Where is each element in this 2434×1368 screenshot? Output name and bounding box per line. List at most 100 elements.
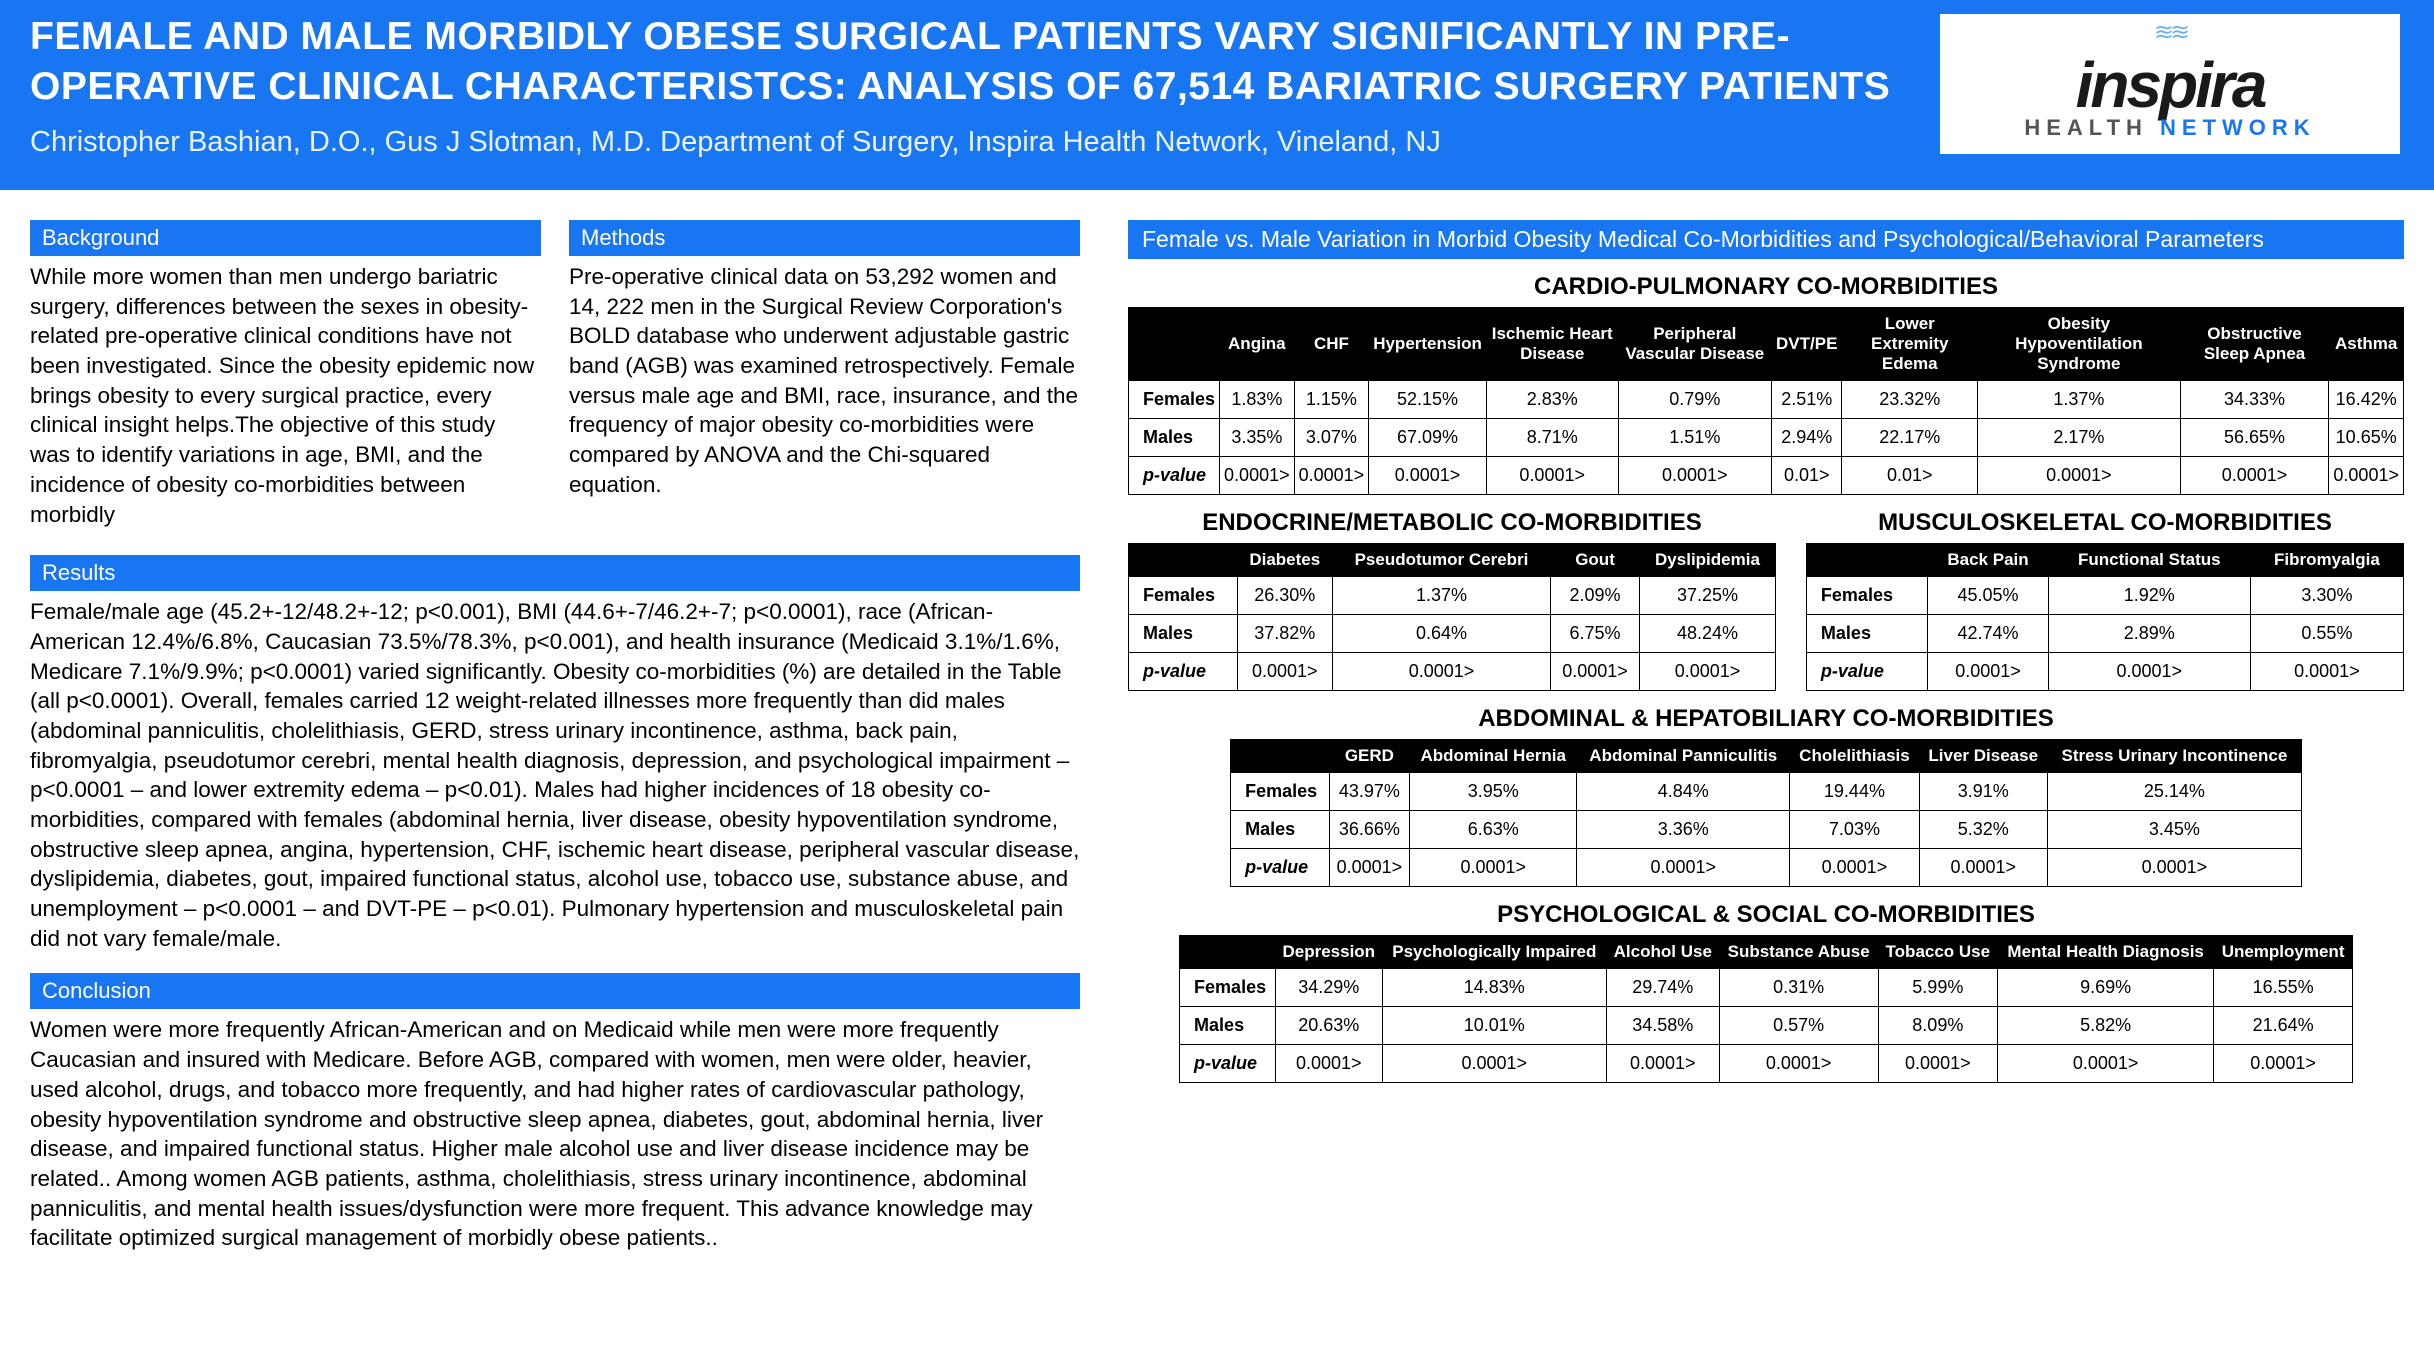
table-cell: 34.29% [1275,969,1382,1007]
table-corner [1180,936,1276,969]
table-column-header: Diabetes [1237,544,1332,577]
table-row-label: Females [1180,969,1276,1007]
table-cell: 0.0001> [1790,849,1919,887]
table-cell: 19.44% [1790,773,1919,811]
table-column-header: Obstructive Sleep Apnea [2180,308,2329,381]
table-cell: 3.30% [2250,577,2403,615]
table2-title: ENDOCRINE/METABOLIC CO-MORBIDITIES [1128,509,1776,537]
table-row-label: Females [1129,381,1220,419]
table-cell: 0.0001> [1919,849,2047,887]
table-cell: 29.74% [1606,969,1719,1007]
table-cell: 8.09% [1878,1007,1997,1045]
table-cell: 21.64% [2214,1007,2353,1045]
table-cell: 0.0001> [1275,1045,1382,1083]
table-corner [1129,544,1238,577]
table-column-header: Dyslipidemia [1640,544,1776,577]
table-cell: 34.33% [2180,381,2329,419]
table-column-header: Cholelithiasis [1790,740,1919,773]
conclusion-text: Women were more frequently African-Ameri… [30,1015,1080,1253]
table-cell: 0.0001> [1719,1045,1878,1083]
table-cell: 0.0001> [2214,1045,2353,1083]
table-cell: 9.69% [1998,969,2214,1007]
table-cell-asthma: 16.42% [2329,381,2404,419]
table-column-header: Gout [1551,544,1640,577]
table-column-header: Stress Urinary Incontinence [2047,740,2301,773]
table-cell: 16.55% [2214,969,2353,1007]
table-column-header: Alcohol Use [1606,936,1719,969]
table1-title: CARDIO-PULMONARY CO-MORBIDITIES [1128,273,2404,301]
table-cell: 37.82% [1237,615,1332,653]
table-cell: 0.0001> [1410,849,1577,887]
methods-section: Methods Pre-operative clinical data on 5… [569,220,1080,549]
logo-subtitle: HEALTH NETWORK [2024,117,2315,139]
table-cell: 34.58% [1606,1007,1719,1045]
table-cell: 2.89% [2048,615,2250,653]
table-column-header: Pseudotumor Cerebri [1332,544,1550,577]
table-cell: 4.84% [1577,773,1790,811]
table-cell: 0.0001> [1618,457,1771,495]
table-row-label: p-value [1806,653,1927,691]
table-cell: 0.0001> [1878,1045,1997,1083]
table-cell: 0.0001> [1928,653,2048,691]
table-cell: 42.74% [1928,615,2048,653]
table-cell: 20.63% [1275,1007,1382,1045]
background-section: Background While more women than men und… [30,220,541,549]
section-header-methods: Methods [569,220,1080,256]
table-cell: 0.0001> [2048,653,2250,691]
table-cell: 36.66% [1329,811,1410,849]
table-cell: 67.09% [1369,419,1487,457]
table-column-header: Back Pain [1928,544,2048,577]
tables-panel-header: Female vs. Male Variation in Morbid Obes… [1128,220,2404,259]
table-corner [1129,308,1220,381]
table-cell: 26.30% [1237,577,1332,615]
poster-title: FEMALE AND MALE MORBIDLY OBESE SURGICAL … [30,12,1930,112]
table-cell: 1.92% [2048,577,2250,615]
table-cell: 0.0001> [1486,457,1618,495]
table-column-header: Obesity Hypoventilation Syndrome [1978,308,2181,381]
table-cell: 45.05% [1928,577,2048,615]
musculoskeletal-table: Back PainFunctional StatusFibromyalgiaFe… [1806,543,2404,691]
table-cell: 56.65% [2180,419,2329,457]
results-text: Female/male age (45.2+-12/48.2+-12; p<0.… [30,597,1080,953]
table-column-header: Tobacco Use [1878,936,1997,969]
right-column: Female vs. Male Variation in Morbid Obes… [1118,220,2404,1273]
table-cell: 0.0001> [2250,653,2403,691]
logo-swoosh-icon: ≋≋ [2024,21,2315,45]
table-column-header: Abdominal Panniculitis [1577,740,1790,773]
table-column-header: Hypertension [1369,308,1487,381]
table-cell: 2.17% [1978,419,2181,457]
table-column-header: DVT/PE [1772,308,1842,381]
table-cell: 0.0001> [1294,457,1369,495]
table-cell: 0.0001> [1382,1045,1606,1083]
table-row-label: Males [1129,615,1238,653]
table-cell: 43.97% [1329,773,1410,811]
table-cell: 23.32% [1842,381,1978,419]
table-row-label: Males [1806,615,1927,653]
table-cell: 0.79% [1618,381,1771,419]
table-cell: 3.36% [1577,811,1790,849]
table-column-header: Depression [1275,936,1382,969]
table-row-label: Females [1231,773,1329,811]
logo-main: inspira [2024,53,2315,117]
table-column-header: Asthma [2329,308,2404,381]
table-cell: 52.15% [1369,381,1487,419]
background-text: While more women than men undergo bariat… [30,262,541,529]
left-column: Background While more women than men und… [30,220,1080,1273]
section-header-background: Background [30,220,541,256]
methods-text: Pre-operative clinical data on 53,292 wo… [569,262,1080,500]
table-column-header: Angina [1220,308,1295,381]
table-cell: 1.83% [1220,381,1295,419]
table-cell: 0.0001> [1998,1045,2214,1083]
table-cell: 3.91% [1919,773,2047,811]
table-column-header: Unemployment [2214,936,2353,969]
section-header-conclusion: Conclusion [30,973,1080,1009]
table-cell: 0.64% [1332,615,1550,653]
table-cell: 0.0001> [1332,653,1550,691]
table-cell: 0.0001> [2180,457,2329,495]
table-corner [1806,544,1927,577]
psychological-table: DepressionPsychologically ImpairedAlcoho… [1179,935,2353,1083]
table-cell: 6.75% [1551,615,1640,653]
table-column-header: Ischemic Heart Disease [1486,308,1618,381]
table-cell: 0.01> [1772,457,1842,495]
table-column-header: Fibromyalgia [2250,544,2403,577]
